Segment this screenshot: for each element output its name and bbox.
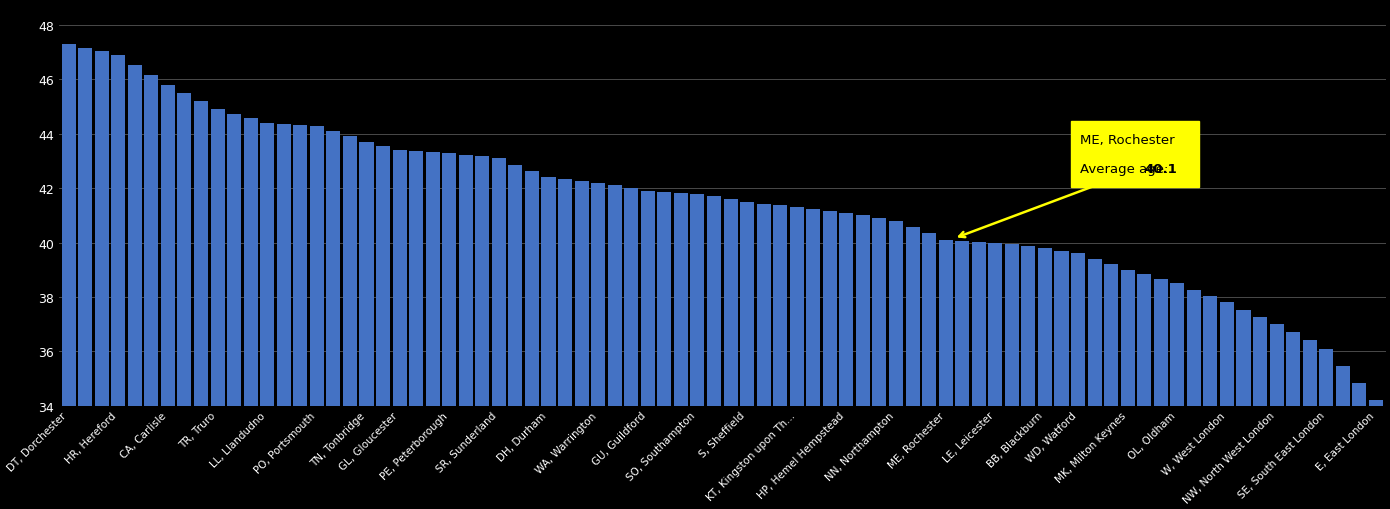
Bar (1252, 317, 1268, 509)
Bar (739, 203, 755, 509)
Bar (128, 66, 142, 509)
Bar (360, 143, 374, 509)
Bar (161, 86, 175, 509)
Bar (1120, 270, 1134, 509)
Bar (1137, 275, 1151, 509)
Bar (293, 125, 307, 509)
Text: ME, Rochester: ME, Rochester (1080, 134, 1175, 147)
Bar (260, 124, 274, 509)
Bar (1204, 296, 1218, 509)
Bar (1352, 383, 1366, 509)
Bar (574, 182, 588, 509)
Bar (1237, 310, 1251, 509)
Bar (674, 193, 688, 509)
Bar (227, 115, 240, 509)
Bar (111, 56, 125, 509)
Bar (922, 234, 935, 509)
Bar (1154, 279, 1168, 509)
Bar (61, 45, 75, 509)
Bar (78, 48, 92, 509)
Bar (178, 94, 192, 509)
Bar (1369, 401, 1383, 509)
FancyBboxPatch shape (1072, 122, 1198, 187)
Bar (542, 178, 556, 509)
Bar (375, 147, 391, 509)
Bar (773, 206, 787, 509)
Bar (806, 210, 820, 509)
Bar (657, 192, 671, 509)
Bar (1022, 247, 1036, 509)
Bar (1336, 366, 1350, 509)
Bar (756, 204, 770, 509)
Bar (591, 183, 605, 509)
Bar (210, 110, 225, 509)
Bar (890, 221, 904, 509)
Text: 40.1: 40.1 (1144, 162, 1177, 176)
Bar (938, 240, 952, 509)
Bar (873, 219, 887, 509)
Bar (195, 102, 208, 509)
Bar (1269, 325, 1283, 509)
Bar (823, 211, 837, 509)
Bar (607, 186, 621, 509)
Bar (475, 157, 489, 509)
Bar (1170, 284, 1184, 509)
Bar (1220, 303, 1234, 509)
Bar (1005, 245, 1019, 509)
Bar (708, 197, 721, 509)
Bar (1302, 341, 1316, 509)
Bar (327, 132, 341, 509)
Bar (790, 208, 803, 509)
Bar (1072, 254, 1086, 509)
Bar (988, 243, 1002, 509)
Bar (492, 159, 506, 509)
Bar (145, 76, 158, 509)
Text: Average age:: Average age: (1080, 162, 1172, 176)
Bar (310, 126, 324, 509)
Bar (392, 151, 407, 509)
Bar (972, 242, 986, 509)
Bar (840, 213, 853, 509)
Bar (509, 165, 523, 509)
Bar (557, 180, 573, 509)
Bar (724, 200, 738, 509)
Bar (691, 194, 705, 509)
Bar (425, 153, 439, 509)
Bar (856, 216, 870, 509)
Bar (1038, 248, 1052, 509)
Bar (243, 119, 257, 509)
Bar (459, 155, 473, 509)
Bar (1187, 290, 1201, 509)
Bar (1319, 349, 1333, 509)
Bar (905, 228, 920, 509)
Bar (442, 154, 456, 509)
Bar (1104, 265, 1118, 509)
Bar (525, 172, 539, 509)
Bar (343, 137, 357, 509)
Bar (1286, 333, 1300, 509)
Bar (1055, 251, 1069, 509)
Bar (95, 52, 108, 509)
Bar (409, 152, 423, 509)
Bar (277, 125, 291, 509)
Bar (955, 241, 969, 509)
Bar (1087, 260, 1102, 509)
Bar (641, 191, 655, 509)
Bar (624, 189, 638, 509)
